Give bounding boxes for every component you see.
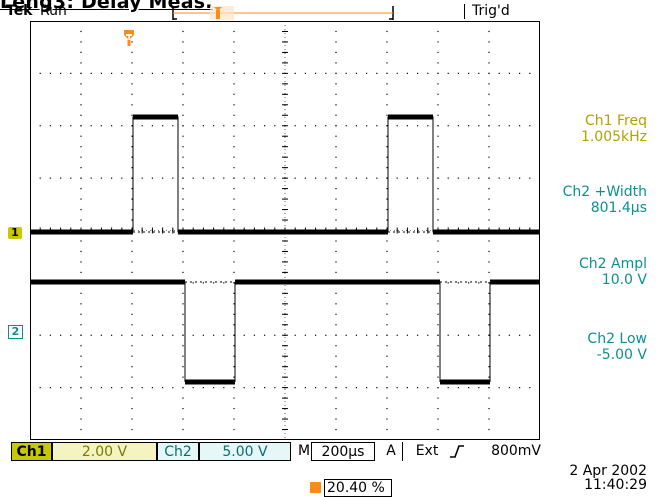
measurement-ch2-ampl: Ch2 Ampl 10.0 V: [507, 256, 647, 288]
graticule: [30, 21, 540, 440]
timebase-value[interactable]: 200µs: [311, 442, 375, 461]
date: 2 Apr 2002: [569, 463, 647, 479]
ch1-trace-bold: [30, 114, 539, 235]
rising-edge-icon[interactable]: [449, 442, 465, 461]
measurement-ch2-low: Ch2 Low -5.00 V: [507, 331, 647, 363]
trigger-marker-icon: [124, 30, 134, 46]
trigger-position-icon: [310, 482, 321, 493]
measurement-label: Ch2 +Width: [562, 184, 647, 200]
acquisition-state: Run: [40, 3, 67, 19]
page-title: Leng3: Delay Meas.: [0, 0, 213, 13]
brand-logo: Tek: [6, 3, 33, 19]
trigger-source[interactable]: Ext: [415, 443, 439, 459]
trigger-position: 20.40 %: [310, 479, 392, 497]
measurement-value: 801.4µs: [590, 200, 647, 216]
ch2-ground-marker[interactable]: 2: [8, 325, 23, 339]
measurement-value: 1.005kHz: [580, 129, 647, 145]
ch1-label[interactable]: Ch1: [11, 442, 52, 461]
record-view-bracket: [172, 6, 394, 20]
time: 11:40:29: [584, 477, 647, 493]
record-trigger-icon: [214, 7, 222, 19]
measurement-label: Ch2 Ampl: [579, 256, 647, 272]
ch2-trace: [30, 279, 539, 385]
ch2-scale[interactable]: 5.00 V: [199, 442, 291, 461]
trigger-level[interactable]: 800mV: [491, 443, 541, 459]
measurement-ch2-width: Ch2 +Width 801.4µs: [507, 184, 647, 216]
measurement-label: Ch2 Low: [587, 331, 647, 347]
ch2-label[interactable]: Ch2: [157, 442, 199, 461]
trigger-position-value[interactable]: 20.40 %: [324, 479, 392, 497]
trigger-separator: [402, 442, 403, 461]
trigger-label: A: [386, 443, 396, 459]
measurement-label: Ch1 Freq: [585, 113, 647, 129]
ch1-scale[interactable]: 2.00 V: [52, 442, 157, 461]
measurement-ch1-freq: Ch1 Freq 1.005kHz: [507, 113, 647, 145]
trig-separator: [464, 4, 465, 19]
measurement-value: -5.00 V: [596, 347, 647, 363]
measurement-value: 10.0 V: [601, 272, 647, 288]
status-bar: Ch1 2.00 V Ch2 5.00 V M 200µs A Ext 800m…: [11, 442, 541, 461]
timebase-label: M: [297, 443, 311, 459]
trigger-status: Trig'd: [472, 3, 510, 19]
date-time: 2 Apr 2002 11:40:29: [569, 464, 647, 492]
ch1-ground-marker[interactable]: 1: [8, 227, 22, 239]
